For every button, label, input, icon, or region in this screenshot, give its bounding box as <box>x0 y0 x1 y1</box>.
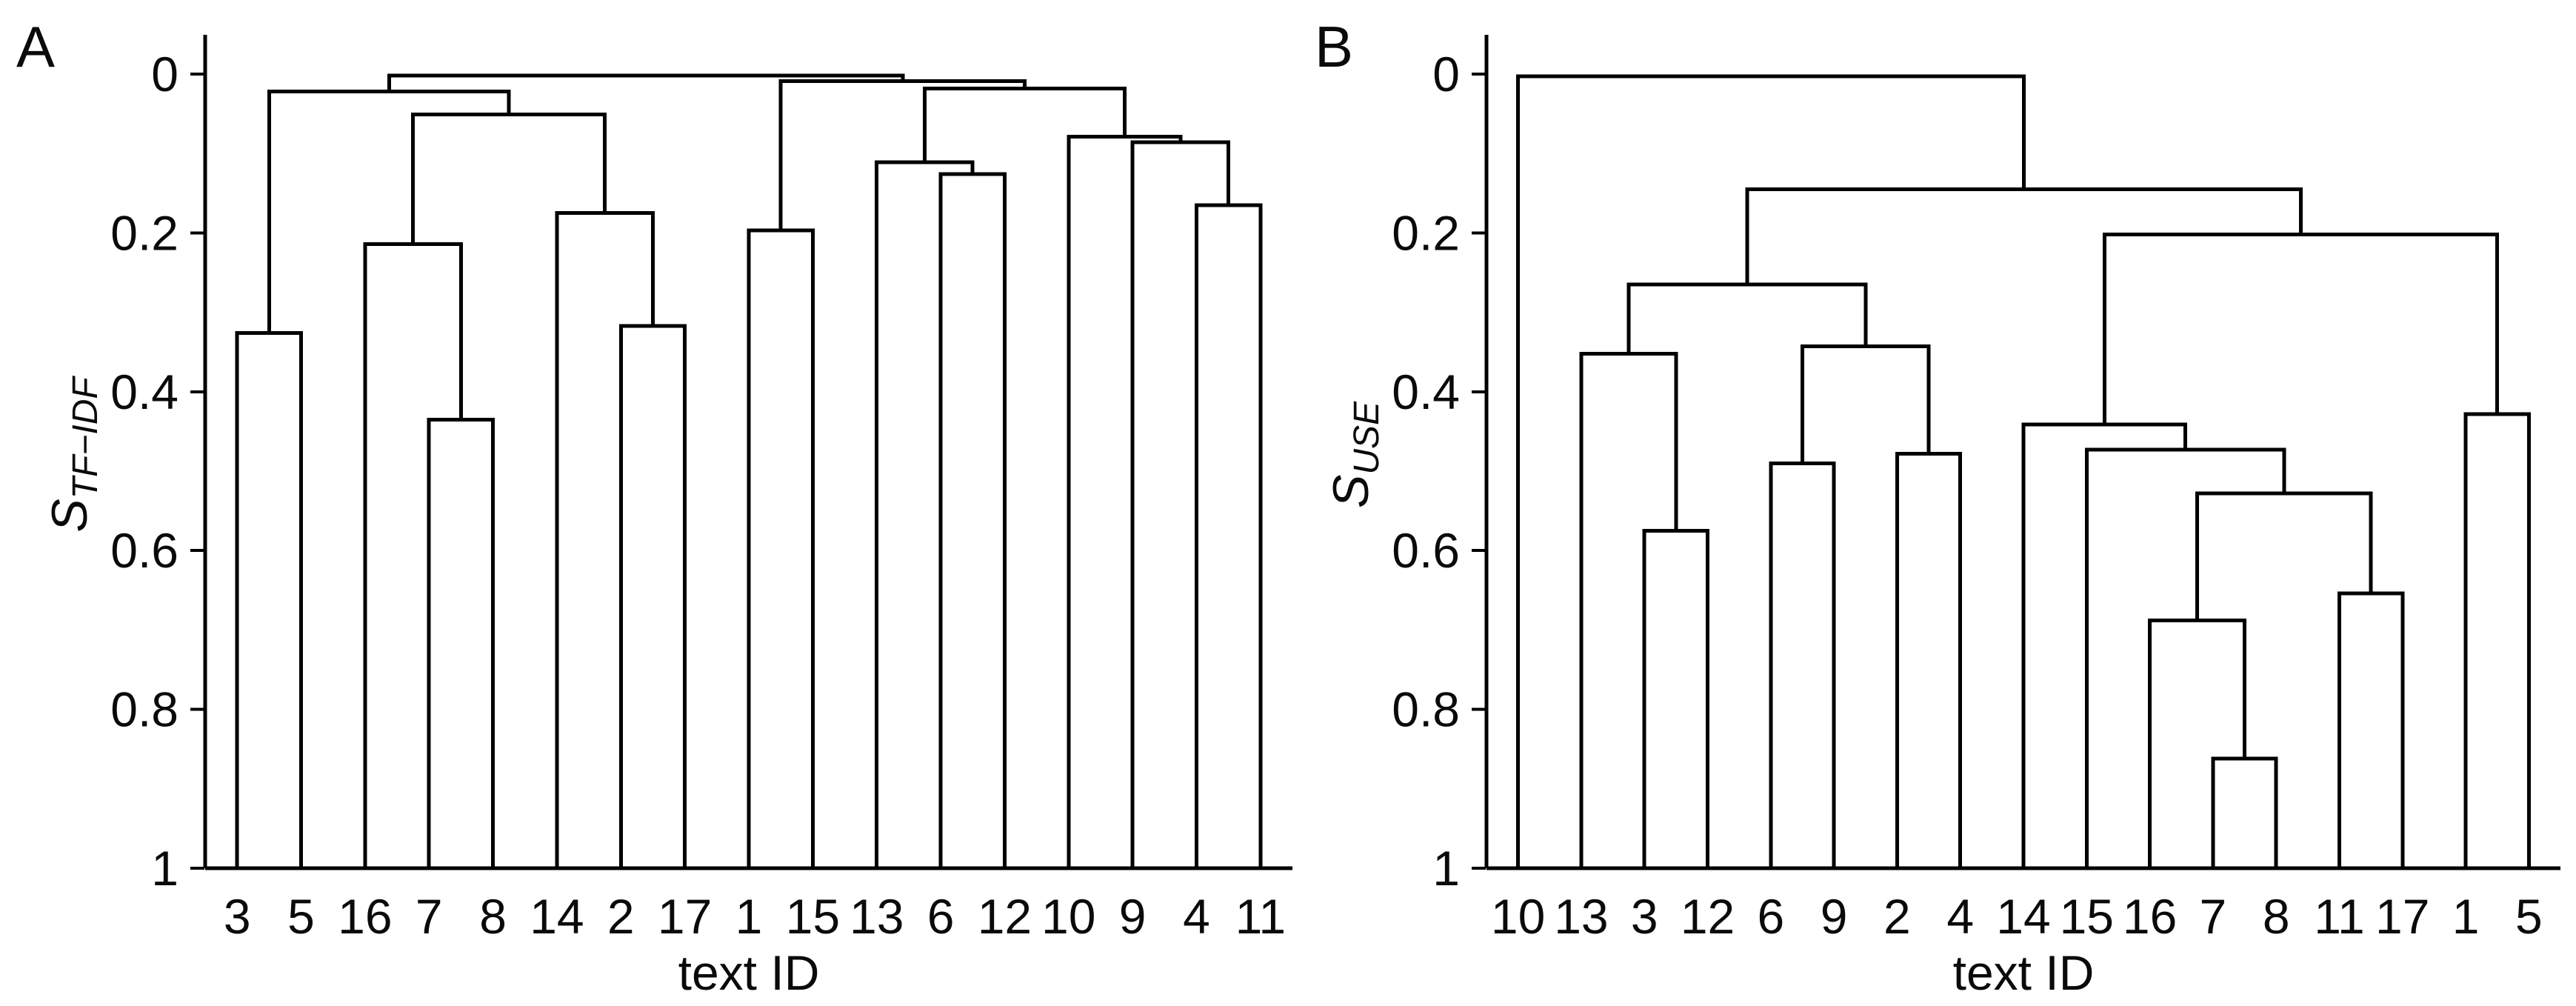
leaf-label: 2 <box>1883 889 1911 944</box>
y-tick-label: 0.4 <box>110 364 178 419</box>
leaf-label: 1 <box>2452 889 2480 944</box>
leaf-label: 9 <box>1119 889 1147 944</box>
leaf-label: 15 <box>2060 889 2114 944</box>
leaf-label: 3 <box>224 889 251 944</box>
y-tick-label: 0.2 <box>110 205 178 260</box>
leaf-label: 13 <box>850 889 904 944</box>
leaf-label: 17 <box>2375 889 2429 944</box>
leaf-label: 7 <box>2200 889 2227 944</box>
x-axis-label: text ID <box>678 945 820 1000</box>
y-tick-label: 0.8 <box>110 682 178 737</box>
y-tick-label: 1 <box>1432 841 1460 896</box>
leaf-label: 4 <box>1946 889 1974 944</box>
leaf-label: 3 <box>1631 889 1658 944</box>
leaf-label: 7 <box>416 889 443 944</box>
leaf-label: 11 <box>2314 889 2365 944</box>
leaf-label: 10 <box>1491 889 1545 944</box>
leaf-label: 6 <box>927 889 955 944</box>
leaf-label: 16 <box>2123 889 2177 944</box>
y-tick-label: 0 <box>1432 47 1460 101</box>
leaf-label: 13 <box>1554 889 1608 944</box>
leaf-label: 10 <box>1041 889 1095 944</box>
leaf-label: 2 <box>607 889 635 944</box>
panel-A: A 00.20.40.60.813 5 16 7 8 14 2 17 1 15 13 6 12 10 9 4 11… <box>16 14 1292 1000</box>
y-tick-label: 0.8 <box>1392 682 1460 737</box>
panel-letter: A <box>16 14 55 79</box>
y-tick-label: 0.6 <box>110 523 178 578</box>
leaf-label: 6 <box>1757 889 1784 944</box>
y-tick-label: 1 <box>151 841 178 896</box>
leaf-label: 4 <box>1183 889 1210 944</box>
leaf-label: 11 <box>1235 889 1287 944</box>
y-axis-label: SUSE <box>1323 401 1387 508</box>
leaf-label: 5 <box>2515 889 2543 944</box>
leaf-label: 14 <box>1996 889 2050 944</box>
leaf-label: 9 <box>1821 889 1848 944</box>
panel-letter: B <box>1315 14 1353 79</box>
leaf-label: 17 <box>658 889 712 944</box>
y-tick-label: 0.2 <box>1392 205 1460 260</box>
leaf-label: 16 <box>338 889 392 944</box>
leaf-label: 12 <box>1681 889 1735 944</box>
leaf-label: 14 <box>530 889 584 944</box>
y-tick-label: 0 <box>151 47 178 101</box>
leaf-label: 5 <box>287 889 315 944</box>
dendrogram-links <box>235 73 1263 870</box>
leaf-label: 12 <box>978 889 1032 944</box>
y-axis-label: STF−IDF <box>41 376 105 533</box>
leaf-label: 8 <box>479 889 507 944</box>
y-tick-label: 0.4 <box>1392 364 1460 419</box>
x-axis-label: text ID <box>1953 945 2095 1000</box>
leaf-label: 8 <box>2263 889 2290 944</box>
y-tick-label: 0.6 <box>1392 523 1460 578</box>
dendrogram-links <box>1516 74 2531 870</box>
leaf-label: 15 <box>786 889 840 944</box>
leaf-label: 1 <box>735 889 763 944</box>
